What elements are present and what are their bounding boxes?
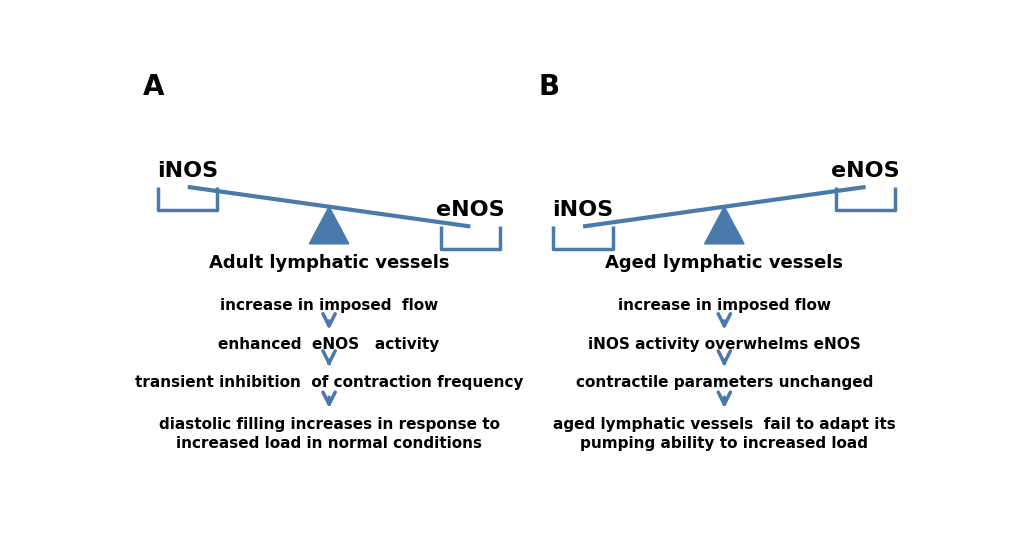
Text: iNOS activity overwhelms eNOS: iNOS activity overwhelms eNOS [587,338,860,353]
Text: B: B [538,72,559,101]
Text: aged lymphatic vessels  fail to adapt its
pumping ability to increased load: aged lymphatic vessels fail to adapt its… [552,417,895,450]
Text: iNOS: iNOS [157,161,218,181]
Polygon shape [704,207,744,244]
Polygon shape [309,207,348,244]
Text: enhanced  eNOS   activity: enhanced eNOS activity [218,338,439,353]
Text: eNOS: eNOS [435,200,504,220]
Text: eNOS: eNOS [830,161,899,181]
Text: Adult lymphatic vessels: Adult lymphatic vessels [209,254,449,272]
Text: diastolic filling increases in response to
increased load in normal conditions: diastolic filling increases in response … [158,417,499,450]
Text: Aged lymphatic vessels: Aged lymphatic vessels [604,254,843,272]
Text: contractile parameters unchanged: contractile parameters unchanged [575,375,872,390]
Text: A: A [143,72,165,101]
Text: transient inhibition  of contraction frequency: transient inhibition of contraction freq… [135,375,523,390]
Text: increase in imposed  flow: increase in imposed flow [220,298,438,313]
Text: iNOS: iNOS [552,200,613,220]
Text: increase in imposed flow: increase in imposed flow [618,298,830,313]
